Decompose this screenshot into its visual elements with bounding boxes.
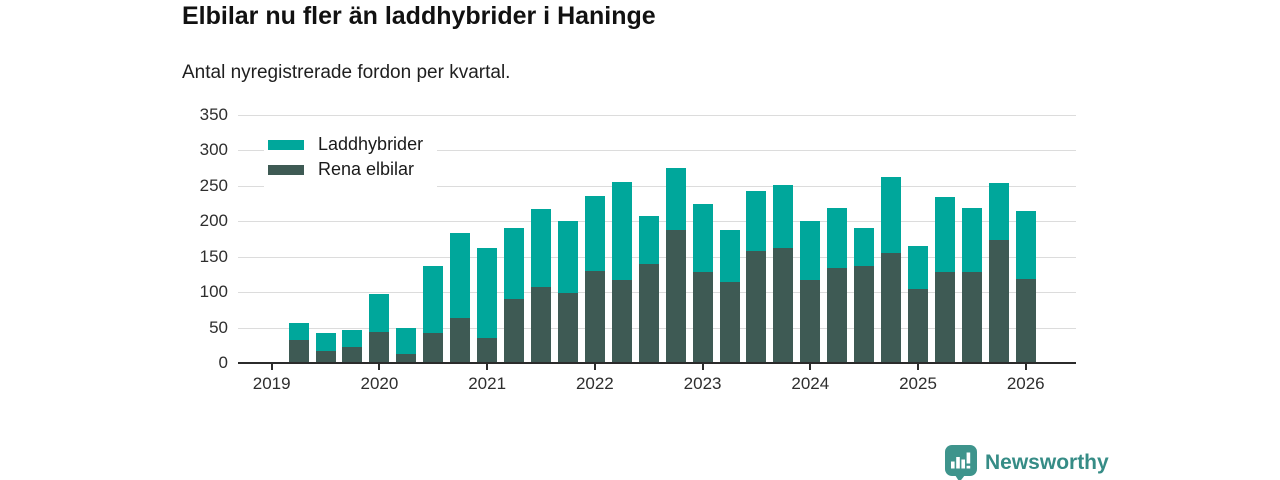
bar-segment-laddhybrider [1015,211,1036,279]
brand-name: Newsworthy [985,451,1109,474]
bar-segment-rena-elbilar [854,265,875,363]
legend-item-laddhybrider: Laddhybrider [268,134,423,155]
x-tick-label: 2022 [575,374,614,393]
y-tick-label: 50 [209,317,228,337]
bar-segment-laddhybrider [369,294,390,332]
bar-segment-laddhybrider [477,248,498,339]
legend-label-rena-elbilar: Rena elbilar [318,159,415,179]
bar-segment-laddhybrider [881,176,902,254]
x-axis-tick [917,364,920,370]
x-axis-tick [270,364,273,370]
bar-segment-rena-elbilar [934,272,955,363]
bar-segment-laddhybrider [773,185,794,249]
newsworthy-logo-icon [945,445,977,480]
y-tick-label: 300 [199,140,228,160]
x-axis-tick [1024,364,1027,370]
x-tick-label: 2024 [791,374,830,393]
y-tick-label: 350 [199,105,228,124]
bar-segment-laddhybrider [934,197,955,273]
x-tick-label: 2026 [1006,374,1045,393]
bar-segment-laddhybrider [988,183,1009,241]
bar-segment-rena-elbilar [961,272,982,363]
bar-segment-laddhybrider [423,265,444,334]
bar-segment-rena-elbilar [288,339,309,363]
bar-segment-rena-elbilar [719,281,740,363]
bar-segment-rena-elbilar [477,338,498,363]
bar-segment-rena-elbilar [396,354,417,363]
x-axis-tick [378,364,381,370]
x-axis-tick [809,364,812,370]
x-axis-tick [701,364,704,370]
legend-swatch-laddhybrider-icon [268,139,304,150]
bar-segment-rena-elbilar [504,299,525,363]
bar-segment-laddhybrider [584,195,605,271]
bar-segment-laddhybrider [450,233,471,319]
bar-segment-rena-elbilar [881,253,902,363]
chart-subtitle: Antal nyregistrerade fordon per kvartal. [182,62,511,83]
x-axis-tick [486,364,489,370]
bar-segment-rena-elbilar [423,333,444,363]
bar-segment-rena-elbilar [315,350,336,363]
y-tick-label: 250 [199,175,228,195]
bar-segment-laddhybrider [961,207,982,273]
bar-segment-rena-elbilar [988,240,1009,363]
x-tick-label: 2023 [683,374,722,393]
bar-segment-rena-elbilar [827,268,848,363]
gridline-250 [238,185,1076,187]
bar-segment-laddhybrider [800,221,821,281]
x-axis-line [238,362,1076,364]
x-axis-tick [593,364,596,370]
y-tick-label: 0 [218,353,228,372]
brand-footer: Newsworthy [944,444,1109,480]
bar-segment-rena-elbilar [584,270,605,363]
plot-area: Laddhybrider Rena elbilar 0 50 100 150 200 25… [200,106,1076,393]
bar-segment-rena-elbilar [746,251,767,363]
bar-segment-laddhybrider [504,228,525,300]
y-tick-label: 150 [199,246,228,266]
bar-segment-laddhybrider [908,246,929,289]
bar-segment-rena-elbilar [557,292,578,363]
bar-segment-rena-elbilar [342,347,363,363]
bar-segment-laddhybrider [746,190,767,252]
bar-segment-rena-elbilar [531,287,551,363]
chart-legend: Laddhybrider Rena elbilar [264,127,438,187]
y-tick-label: 200 [199,211,228,231]
bar-segment-laddhybrider [396,328,417,355]
bar-segment-laddhybrider [611,182,632,281]
bar-segment-rena-elbilar [1015,278,1036,363]
gridline-350 [238,115,1076,116]
bar-segment-rena-elbilar [638,263,659,363]
bar-segment-rena-elbilar [450,318,471,363]
bar-segment-rena-elbilar [800,280,821,363]
legend-swatch-rena-elbilar-icon [268,164,304,175]
bar-segment-laddhybrider [288,322,309,340]
bar-segment-laddhybrider [719,229,740,282]
bar-segment-laddhybrider [692,204,713,272]
bar-segment-laddhybrider [638,216,659,264]
bar-segment-rena-elbilar [369,331,390,363]
bar-segment-laddhybrider [315,332,336,351]
bar-segment-rena-elbilar [773,248,794,363]
bar-segment-laddhybrider [342,329,363,348]
bar-segment-rena-elbilar [908,288,929,363]
x-tick-label: 2019 [252,374,291,393]
bar-segment-rena-elbilar [692,271,713,363]
chart-title: Elbilar nu fler än laddhybrider i Haning… [182,2,656,30]
bar-segment-laddhybrider [827,207,848,269]
bar-segment-laddhybrider [531,209,551,288]
bar-segment-laddhybrider [557,221,578,293]
bar-segment-laddhybrider [854,228,875,266]
legend-label-laddhybrider: Laddhybrider [318,134,424,154]
bar-segment-laddhybrider [665,168,686,231]
x-tick-label: 2025 [899,374,937,393]
legend-item-rena-elbilar: Rena elbilar [268,159,423,180]
x-tick-label: 2020 [360,374,399,393]
gridline-300 [238,150,1076,152]
bar-segment-rena-elbilar [611,280,632,363]
y-tick-label: 100 [199,282,228,302]
bar-segment-rena-elbilar [665,230,686,363]
x-tick-label: 2021 [468,374,507,393]
